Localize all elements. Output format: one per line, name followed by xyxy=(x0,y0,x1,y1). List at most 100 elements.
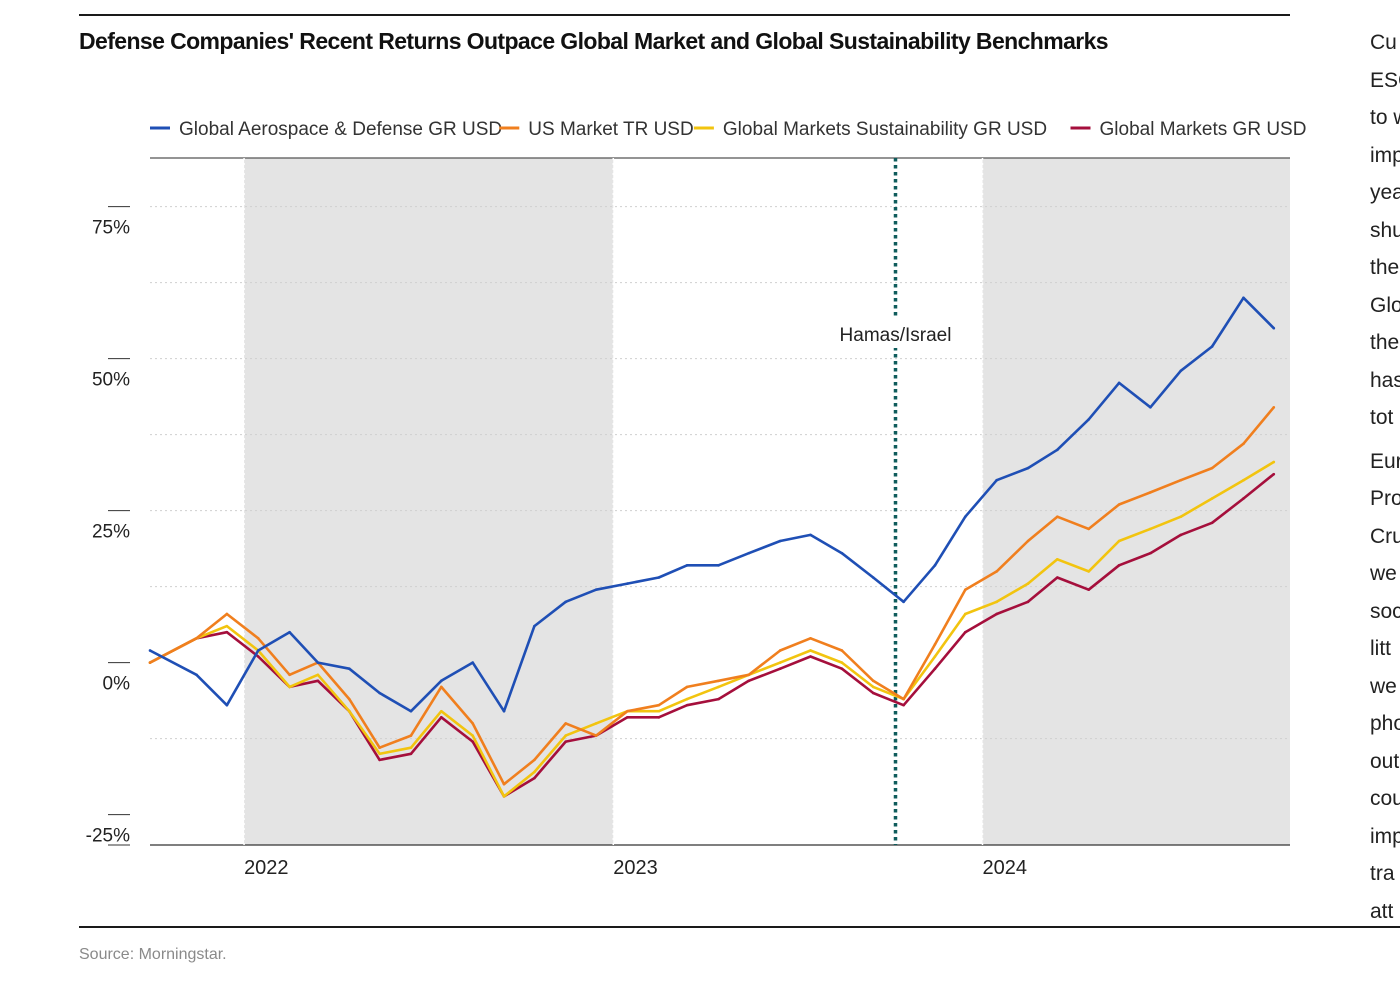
side-text-line: yea xyxy=(1370,181,1400,204)
source-note: Source: Morningstar. xyxy=(79,946,227,963)
side-text-line: shu xyxy=(1370,218,1400,242)
data-point xyxy=(902,600,905,604)
data-point xyxy=(533,758,536,762)
data-point xyxy=(778,649,782,652)
data-point xyxy=(1149,527,1152,531)
data-point xyxy=(809,655,812,658)
data-point xyxy=(778,661,782,664)
data-point xyxy=(409,752,413,756)
data-point xyxy=(225,612,229,616)
side-text-line: imp xyxy=(1370,824,1400,848)
data-point xyxy=(747,679,751,683)
data-point xyxy=(685,697,689,701)
data-point xyxy=(1087,570,1091,573)
side-text-line: ESG xyxy=(1370,68,1400,92)
data-point xyxy=(1087,418,1091,421)
data-point xyxy=(1149,551,1152,555)
data-point xyxy=(564,740,568,743)
data-point xyxy=(471,722,474,725)
data-point xyxy=(195,636,198,640)
data-point xyxy=(902,703,905,707)
data-point xyxy=(840,551,844,555)
side-text-line: has xyxy=(1370,368,1400,392)
chart-title: Defense Companies' Recent Returns Outpac… xyxy=(79,28,1109,54)
data-point xyxy=(148,661,152,664)
data-point xyxy=(1272,326,1276,330)
data-point xyxy=(963,630,967,634)
data-point xyxy=(409,746,413,750)
side-text-line: Eur xyxy=(1370,449,1400,473)
data-point xyxy=(378,758,381,762)
side-text-line: litt xyxy=(1370,637,1391,660)
data-point xyxy=(717,697,720,701)
data-point xyxy=(626,582,629,585)
data-point xyxy=(347,697,351,701)
side-article-text: Cu ESG to w imp yea shu the Glo the has tot Eur Pro… xyxy=(1370,26,1400,932)
data-point xyxy=(1242,296,1245,300)
data-point xyxy=(1026,600,1030,604)
data-point xyxy=(533,770,536,774)
data-point xyxy=(594,734,598,737)
data-point xyxy=(1210,497,1214,500)
data-point xyxy=(347,667,351,670)
data-point xyxy=(1272,472,1276,476)
data-point xyxy=(933,643,937,646)
data-point xyxy=(1149,491,1152,494)
data-point xyxy=(717,685,720,689)
y-tick-label: 25% xyxy=(92,522,130,543)
data-point xyxy=(1026,539,1030,543)
data-point xyxy=(747,551,751,555)
data-point xyxy=(1272,405,1276,409)
data-point xyxy=(594,588,598,591)
series-lines xyxy=(148,296,1276,798)
data-point xyxy=(409,709,413,713)
data-point xyxy=(502,795,506,798)
side-text-line: the xyxy=(1370,256,1400,279)
data-point xyxy=(933,667,937,670)
data-point xyxy=(1056,448,1059,452)
data-point xyxy=(1117,539,1121,543)
data-point xyxy=(1210,345,1214,348)
x-tick-label: 2022 xyxy=(244,857,289,879)
data-point xyxy=(288,685,291,689)
side-text-line: soc xyxy=(1370,599,1400,623)
gridlines xyxy=(150,157,1290,740)
side-text-line: we xyxy=(1370,562,1397,585)
data-point xyxy=(378,746,381,750)
data-point xyxy=(840,667,844,670)
data-point xyxy=(288,673,291,677)
data-point xyxy=(1026,466,1030,470)
side-text-line: Pro xyxy=(1370,487,1400,510)
data-point xyxy=(1272,460,1276,464)
data-point xyxy=(657,576,661,579)
legend-label: Global Markets GR USD xyxy=(1100,119,1307,140)
data-point xyxy=(1087,588,1091,591)
data-point xyxy=(871,576,875,579)
data-point xyxy=(1117,381,1121,385)
data-point xyxy=(316,679,320,683)
data-point xyxy=(148,649,152,652)
data-point xyxy=(657,716,661,719)
data-point xyxy=(685,703,689,707)
data-point xyxy=(995,570,998,573)
side-text-line: Cru xyxy=(1370,524,1400,548)
data-point xyxy=(626,716,629,719)
data-point xyxy=(225,703,229,707)
side-text-line: tra xyxy=(1370,862,1395,885)
data-point xyxy=(809,636,812,640)
data-point xyxy=(1026,582,1030,585)
data-point xyxy=(378,691,381,695)
data-point xyxy=(871,691,875,695)
data-point xyxy=(1210,521,1214,525)
event-label-background xyxy=(839,318,952,348)
data-point xyxy=(902,697,905,701)
data-point xyxy=(871,685,875,689)
data-point xyxy=(502,709,506,713)
data-point xyxy=(685,564,689,567)
y-tick-label: -25% xyxy=(86,826,130,847)
data-point xyxy=(1179,369,1183,373)
data-point xyxy=(440,685,443,689)
data-point xyxy=(533,624,536,628)
data-point xyxy=(809,649,812,652)
